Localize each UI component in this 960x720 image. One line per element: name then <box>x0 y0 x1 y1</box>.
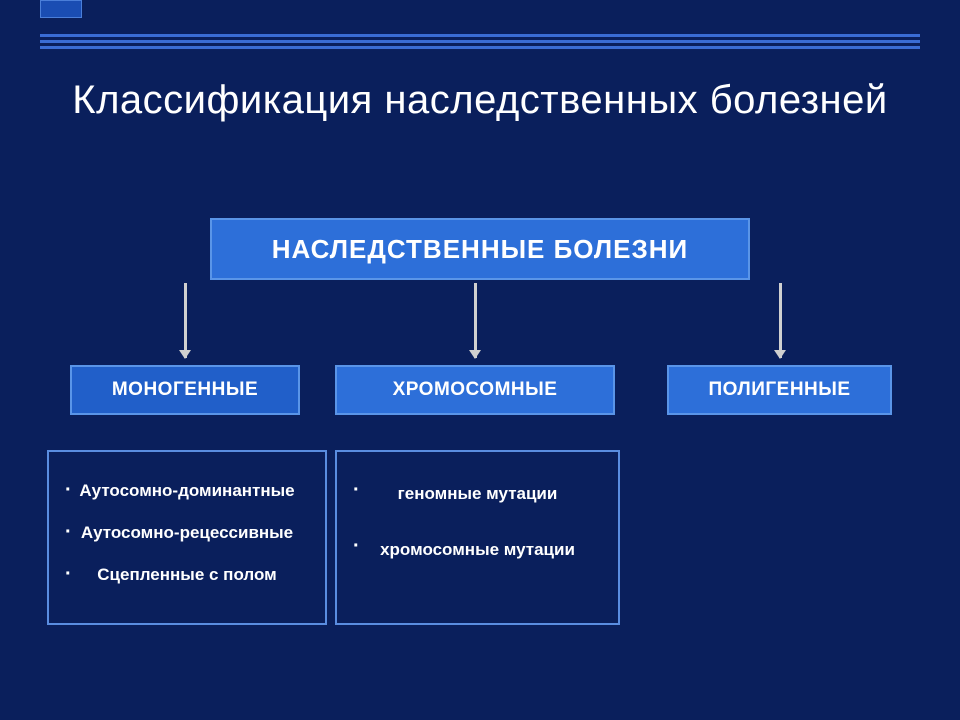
deco-block <box>40 0 82 18</box>
arrow-to-polygenic <box>779 283 782 358</box>
category-chromosomal: ХРОМОСОМНЫЕ <box>335 365 615 415</box>
details-chromosomal: геномные мутации хромосомные мутации <box>335 450 620 625</box>
detail-item: Аутосомно-рецессивные <box>49 512 325 554</box>
arrow-to-monogenic <box>184 283 187 358</box>
deco-stripe <box>40 40 920 43</box>
category-monogenic: МОНОГЕННЫЕ <box>70 365 300 415</box>
root-node: НАСЛЕДСТВЕННЫЕ БОЛЕЗНИ <box>210 218 750 280</box>
detail-item: хромосомные мутации <box>337 526 618 582</box>
deco-stripe <box>40 46 920 49</box>
detail-item: Сцепленные с полом <box>49 554 325 596</box>
deco-stripes <box>40 34 920 49</box>
category-polygenic: ПОЛИГЕННЫЕ <box>667 365 892 415</box>
detail-item: геномные мутации <box>337 470 618 526</box>
detail-item: Аутосомно-доминантные <box>49 470 325 512</box>
arrow-to-chromosomal <box>474 283 477 358</box>
deco-stripe <box>40 34 920 37</box>
details-monogenic: Аутосомно-доминантные Аутосомно-рецессив… <box>47 450 327 625</box>
slide-title: Классификация наследственных болезней <box>0 75 960 125</box>
slide-decoration <box>40 0 920 52</box>
